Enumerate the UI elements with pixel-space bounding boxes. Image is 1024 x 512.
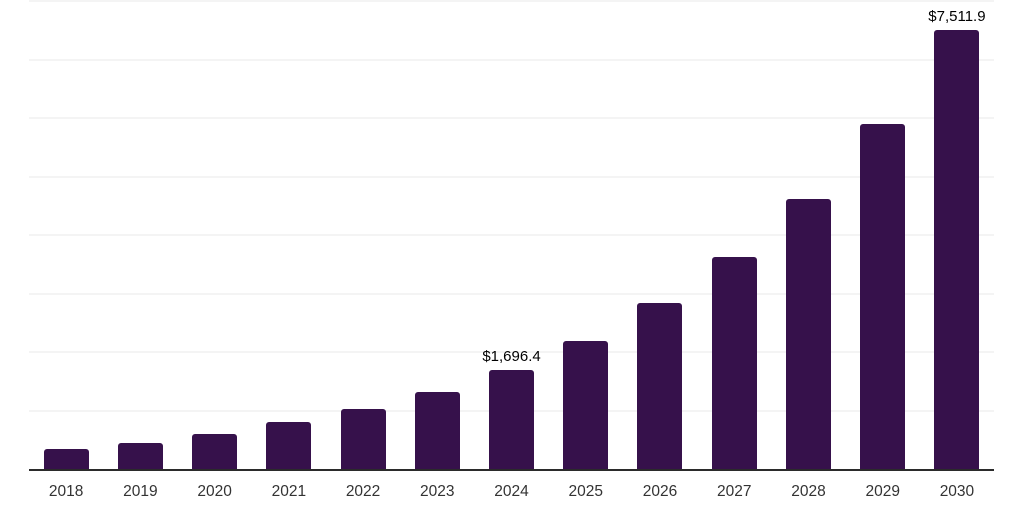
x-tick-2029: 2029 [865, 483, 900, 500]
gridline-6000 [29, 117, 994, 119]
x-tick-2030: 2030 [939, 483, 975, 500]
bar-slot-2025 [549, 1, 623, 469]
gridline-5000 [29, 175, 994, 178]
bar-2018 [43, 449, 89, 469]
gridline-7000 [29, 58, 994, 61]
bar-slot-2027 [697, 1, 771, 469]
gridline-3000 [29, 292, 994, 295]
bar-2029 [860, 124, 906, 469]
x-tick-2027: 2027 [716, 483, 752, 500]
bar-slot-2030: $7,511.9 [920, 1, 994, 469]
gridline-2000 [29, 351, 994, 353]
bar-2026 [637, 302, 683, 469]
bar-slot-2019 [103, 1, 177, 469]
data-label-2024: $1,696.4 [482, 347, 541, 365]
x-tick-2018: 2018 [48, 483, 84, 500]
bar-slot-2023 [400, 1, 474, 469]
bar-2019 [117, 443, 163, 469]
x-tick-2019: 2019 [123, 483, 158, 500]
bar-slot-2020 [177, 1, 251, 469]
bar-2025 [563, 340, 609, 469]
bars-row: $1,696.4 $7,511.9 [29, 1, 994, 469]
bar-slot-2026 [623, 1, 697, 469]
bar-slot-2024: $1,696.4 [474, 1, 548, 469]
x-tick-2023: 2023 [420, 483, 455, 500]
gridline-8000 [29, 0, 994, 2]
bar-slot-2029 [846, 1, 920, 469]
x-tick-2026: 2026 [642, 483, 678, 500]
x-tick-2028: 2028 [791, 483, 826, 500]
x-tick-2021: 2021 [271, 483, 307, 500]
bar-2022 [340, 409, 386, 469]
x-tick-2024: 2024 [494, 483, 529, 500]
x-tick-2025: 2025 [568, 483, 603, 500]
data-label-2030: $7,511.9 [928, 7, 986, 25]
gridline-4000 [29, 234, 994, 236]
x-tick-2022: 2022 [345, 483, 381, 500]
bar-2023 [414, 392, 460, 469]
x-axis-labels: 2018 2019 2020 2021 2022 2023 2024 2025 2026 2027… [29, 483, 994, 501]
bar-2028 [785, 198, 831, 469]
bar-2020 [192, 434, 238, 469]
bar-2021 [266, 422, 312, 469]
bar-2027 [711, 257, 757, 469]
bar-2024 [489, 369, 535, 469]
plot-area: $1,696.4 $7,511.9 [29, 0, 994, 471]
bar-2030 [934, 29, 980, 469]
bar-slot-2028 [771, 1, 845, 469]
bar-slot-2018 [29, 1, 103, 469]
x-tick-2020: 2020 [197, 483, 232, 500]
bar-slot-2021 [252, 1, 326, 469]
bar-slot-2022 [326, 1, 400, 469]
